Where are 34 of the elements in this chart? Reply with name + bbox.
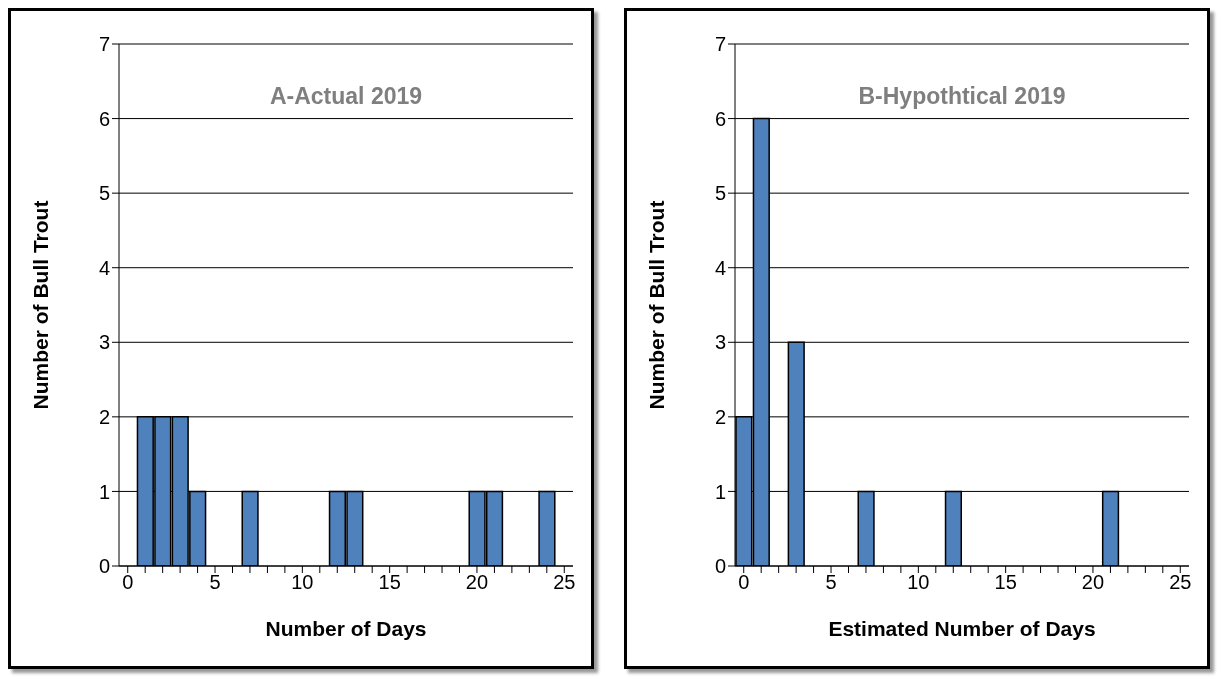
y-axis-title: Number of Bull Trout: [645, 200, 669, 410]
y-tick-label: 3: [714, 331, 726, 354]
y-tick-label: 5: [98, 182, 110, 205]
y-tick-label: 6: [98, 107, 110, 130]
x-tick-label: 5: [825, 571, 837, 594]
x-tick-label: 0: [122, 571, 134, 594]
y-tick-label: 6: [714, 107, 726, 130]
x-tick-label: 20: [1081, 571, 1105, 594]
x-tick-label: 25: [553, 571, 576, 594]
y-tick-label: 7: [98, 33, 110, 56]
y-tick-label: 2: [98, 405, 110, 428]
x-tick-label: 10: [907, 571, 930, 594]
x-tick-label: 0: [738, 571, 750, 594]
y-tick-label: 0: [714, 555, 726, 578]
x-tick-label: 5: [209, 571, 221, 594]
x-tick-label: 15: [378, 571, 401, 594]
y-tick-label: 5: [714, 182, 726, 205]
text: B-Hypothtical 2019: [857, 83, 1067, 110]
x-tick-label: 10: [291, 571, 314, 594]
y-tick-label: 4: [714, 256, 726, 279]
x-axis-title: Number of Days: [265, 617, 427, 640]
x-tick-label: 25: [1169, 571, 1192, 594]
y-tick-label: 2: [714, 405, 726, 428]
text: A-Actual 2019: [268, 83, 424, 110]
y-axis-title: Number of Bull Trout: [29, 200, 53, 410]
y-tick-label: 3: [98, 331, 110, 354]
y-tick-label: 1: [714, 480, 726, 503]
y-tick-label: 4: [98, 256, 110, 279]
x-axis-title: Estimated Number of Days: [828, 617, 1096, 640]
x-tick-label: 15: [994, 571, 1017, 594]
y-tick-label: 0: [98, 555, 110, 578]
x-tick-label: 20: [465, 571, 489, 594]
y-tick-label: 7: [714, 33, 726, 56]
y-tick-label: 1: [98, 480, 110, 503]
